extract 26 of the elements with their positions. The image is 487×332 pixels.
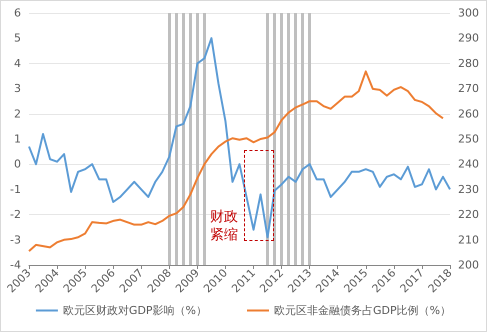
y2-tick-label: 230 xyxy=(458,182,479,196)
y2-tick-label: 270 xyxy=(458,82,479,96)
y2-tick-label: 250 xyxy=(458,132,479,146)
line-series xyxy=(28,70,444,252)
y-tick-label: -1 xyxy=(10,182,21,196)
y2-tick-label: 200 xyxy=(458,258,479,272)
y-tick-label: -2 xyxy=(10,208,21,222)
y-tick-label: -4 xyxy=(10,258,21,272)
y2-tick-label: 280 xyxy=(458,56,479,70)
y2-tick-label: 220 xyxy=(458,208,479,222)
y-tick-label: 3 xyxy=(14,82,21,96)
y-tick-label: 4 xyxy=(14,56,21,70)
y2-tick-label: 290 xyxy=(458,32,479,45)
y2-tick-label: 210 xyxy=(458,233,479,246)
y-tick-label: -3 xyxy=(10,233,21,246)
legend-label: 欧元区财政对GDP影响（%） xyxy=(62,304,208,317)
y2-tick-label: 240 xyxy=(458,158,479,171)
y-tick-label: 1 xyxy=(14,132,21,146)
y2-tick-label: 300 xyxy=(458,6,479,20)
y-tick-label: 5 xyxy=(14,32,21,45)
y-tick-label: 2 xyxy=(14,107,21,120)
annotation: 财政紧缩 xyxy=(210,209,238,243)
y2-tick-label: 260 xyxy=(458,107,479,120)
y-tick-label: 0 xyxy=(14,158,21,171)
y-tick-label: 6 xyxy=(14,6,21,20)
legend-label: 欧元区非金融债务占GDP比例（%） xyxy=(274,304,452,317)
